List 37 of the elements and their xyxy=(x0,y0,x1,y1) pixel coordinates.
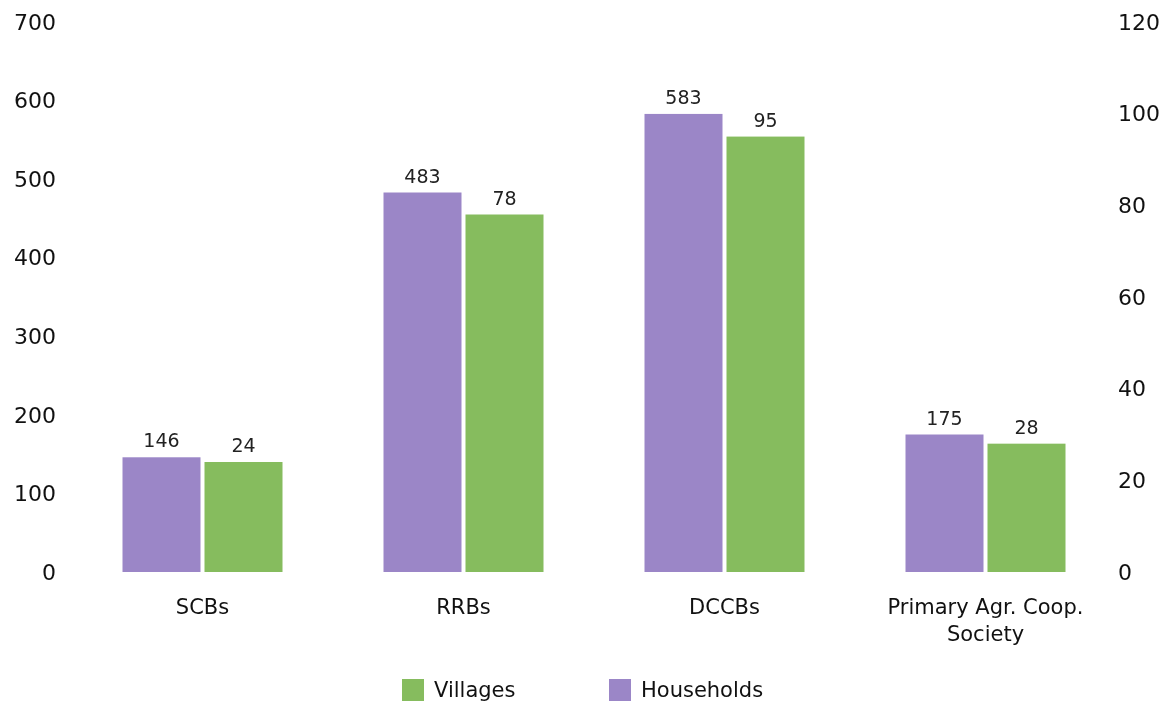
bar xyxy=(987,443,1066,572)
bar xyxy=(644,113,723,572)
legend-label: Villages xyxy=(434,678,516,703)
data-label: 483 xyxy=(404,164,441,187)
y2-tick-label: 120 xyxy=(1118,9,1160,35)
x-tick-label: DCCBs xyxy=(689,595,760,619)
y-tick-label: 0 xyxy=(42,559,56,585)
y-tick-label: 200 xyxy=(14,402,56,428)
y-tick-label: 400 xyxy=(14,245,56,271)
data-label: 24 xyxy=(231,434,256,456)
bar xyxy=(465,214,544,572)
y-tick-label: 300 xyxy=(14,323,56,349)
bar xyxy=(383,192,462,572)
bar xyxy=(122,457,201,572)
y-tick-label: 600 xyxy=(14,88,56,114)
data-label: 95 xyxy=(753,108,778,131)
bar xyxy=(905,434,984,572)
bar xyxy=(204,462,283,572)
y-tick-label: 500 xyxy=(14,166,56,192)
data-label: 28 xyxy=(1014,415,1039,438)
y-tick-label: 100 xyxy=(14,481,56,507)
x-tick-label: Primary Agr. Coop. Society xyxy=(887,595,1084,646)
data-label: 175 xyxy=(926,406,963,429)
data-label: 146 xyxy=(143,429,180,452)
data-label: 583 xyxy=(665,85,702,108)
y2-tick-label: 20 xyxy=(1118,468,1146,494)
y2-tick-label: 60 xyxy=(1118,284,1146,310)
x-tick-label: SCBs xyxy=(175,595,230,619)
y2-tick-label: 80 xyxy=(1118,193,1146,219)
y2-tick-label: 100 xyxy=(1118,101,1160,127)
legend-label: Households xyxy=(641,678,764,703)
bar xyxy=(726,136,805,572)
x-tick-label: RRBs xyxy=(436,595,491,619)
y-tick-label: 700 xyxy=(14,9,56,35)
data-label: 78 xyxy=(492,186,517,209)
y2-tick-label: 0 xyxy=(1118,559,1132,585)
y2-tick-label: 40 xyxy=(1118,376,1146,402)
